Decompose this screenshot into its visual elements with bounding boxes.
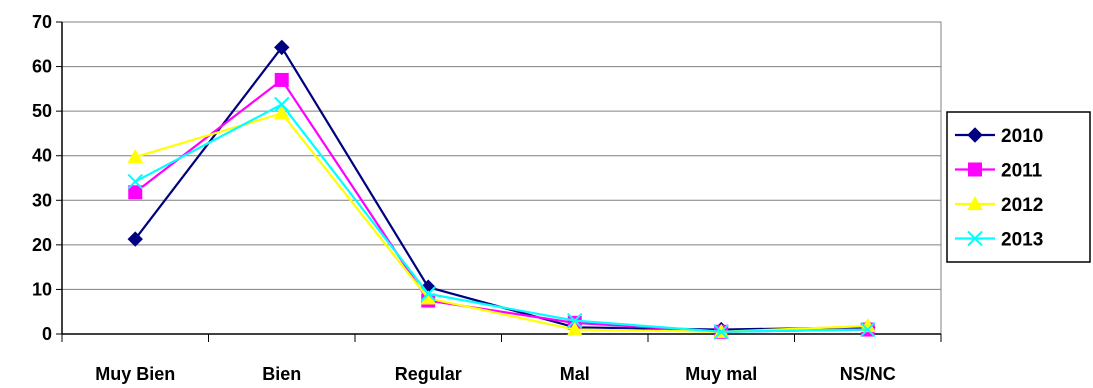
series-line: [134, 112, 868, 333]
marker-square: [968, 162, 982, 177]
plot-area: [61, 21, 942, 335]
series-line: [134, 45, 868, 331]
marker-x: [967, 230, 983, 247]
y-tick-label: 30: [32, 190, 52, 210]
series-line: [134, 103, 868, 333]
data-point: [127, 173, 143, 190]
x-tick-label: Mal: [560, 364, 590, 384]
series-2013: [127, 96, 876, 340]
data-point: [713, 324, 729, 340]
series-group: [127, 39, 876, 340]
y-tick-label: 50: [32, 101, 52, 121]
y-tick-label: 70: [32, 12, 52, 32]
axes: [56, 21, 942, 342]
series-line: [134, 78, 868, 333]
x-tick-label: NS/NC: [840, 364, 896, 384]
data-point: [420, 286, 436, 302]
gridlines: [61, 21, 942, 335]
y-tick-labels: 0 10 20 30 40 50 60 70: [32, 12, 52, 344]
data-point: [274, 39, 290, 56]
data-point: [128, 185, 143, 200]
y-tick-label: 60: [32, 57, 52, 77]
legend-label: 2012: [1001, 195, 1043, 216]
x-tick-label: Regular: [395, 364, 462, 384]
data-point: [566, 321, 583, 336]
data-point: [127, 149, 144, 164]
series-2010: [127, 39, 876, 338]
marker-triangle: [967, 195, 983, 211]
y-tick-label: 40: [32, 146, 52, 166]
x-tick-label: Bien: [262, 364, 301, 384]
y-tick-label: 0: [42, 324, 52, 344]
series-2011: [128, 72, 875, 339]
data-point: [274, 72, 289, 87]
legend: 2010 2011 2012 2013: [946, 111, 1091, 263]
y-tick-label: 20: [32, 235, 52, 255]
data-point: [860, 321, 876, 338]
legend-label: 2010: [1001, 126, 1043, 147]
marker-diamond: [967, 127, 983, 143]
data-point: [127, 231, 143, 247]
data-point: [567, 312, 583, 329]
legend-item: 2010: [955, 126, 1043, 147]
x-tick-labels: Muy Bien Bien Regular Mal Muy mal NS/NC: [95, 364, 896, 384]
legend-item: 2011: [955, 161, 1043, 182]
x-tick-label: Muy Bien: [95, 364, 175, 384]
legend-item: 2012: [955, 195, 1043, 216]
legend-label: 2013: [1001, 230, 1043, 251]
data-point: [273, 105, 290, 120]
data-point: [274, 96, 290, 113]
y-tick-label: 10: [32, 279, 52, 299]
series-2012: [127, 105, 876, 338]
x-tick-label: Muy mal: [685, 364, 757, 384]
legend-label: 2011: [1001, 161, 1043, 182]
legend-item: 2013: [955, 230, 1043, 251]
